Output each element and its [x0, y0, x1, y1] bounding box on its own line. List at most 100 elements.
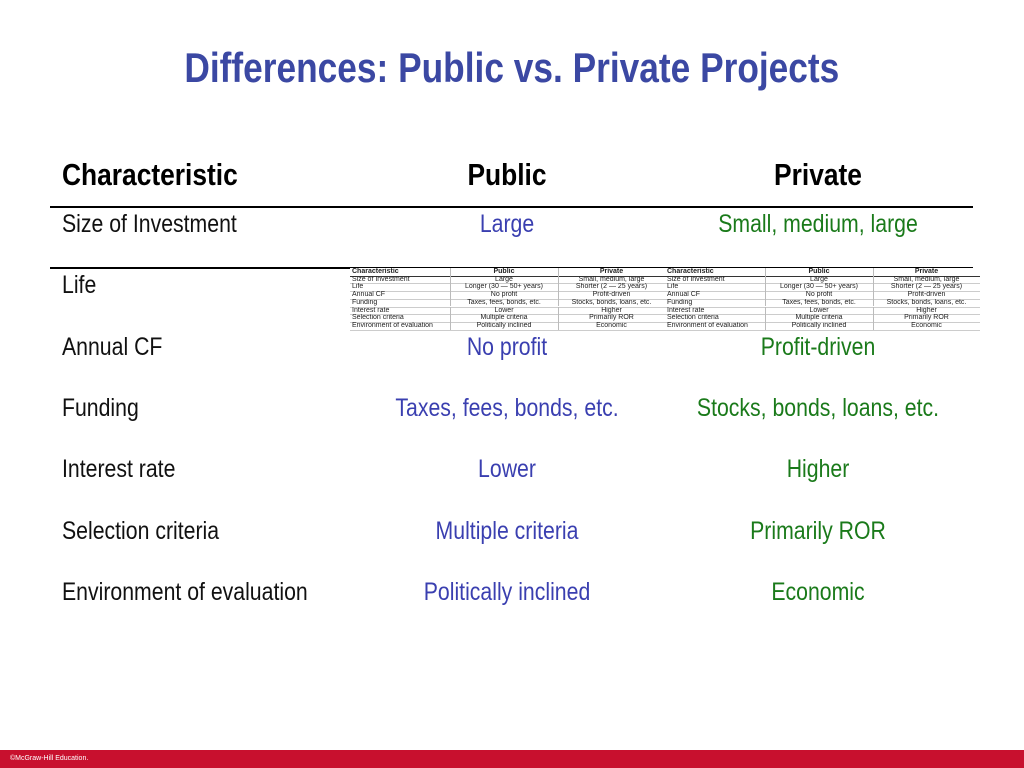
thumb-grid: [350, 298, 665, 300]
thumb-grid: [350, 329, 665, 331]
thumb-cell: Taxes, fees, bonds, etc.: [782, 298, 856, 306]
thumb-grid: [558, 321, 559, 330]
thumb-cell: Funding: [352, 298, 378, 306]
thumb-cell: Lower: [494, 306, 514, 314]
thumb-cell: Profit-driven: [592, 291, 631, 299]
thumb-grid: [665, 298, 980, 300]
header-cell: Characteristic: [62, 157, 238, 192]
thumb-grid: [450, 283, 451, 292]
table-cell: Interest rate: [62, 455, 176, 484]
footer-text: ©McGraw-Hill Education.: [10, 755, 89, 762]
thumb-cell: Shorter (2 — 25 years): [890, 283, 963, 291]
table-cell: Multiple criteria: [435, 516, 579, 545]
thumb-cell: Public: [808, 268, 830, 275]
thumb-cell: Interest rate: [667, 306, 705, 314]
thumb-cell: Characteristic: [352, 268, 399, 275]
thumb-cell: Lower: [809, 306, 829, 314]
thumb-cell: Small, medium, large: [893, 275, 960, 283]
thumb-cell: Primarily ROR: [589, 314, 634, 322]
thumb-grid: [765, 283, 766, 292]
thumb-cell: Life: [667, 283, 679, 291]
thumb-cell: Multiple criteria: [480, 314, 528, 322]
thumb-grid: [765, 275, 766, 284]
table-cell: Lower: [478, 455, 536, 484]
thumb-grid: [350, 283, 665, 285]
thumb-grid: [350, 314, 665, 316]
table-cell: Environment of evaluation: [62, 577, 308, 606]
thumb-cell: Stocks, bonds, loans, etc.: [571, 298, 652, 306]
thumb-grid: [558, 306, 559, 315]
thumb-grid: [873, 268, 874, 276]
thumb-grid: [665, 283, 980, 285]
thumb-grid: [873, 283, 874, 292]
table-cell: Stocks, bonds, loans, etc.: [696, 393, 940, 422]
table-cell: Selection criteria: [62, 516, 220, 545]
header-rule: [50, 206, 973, 208]
table-cell: Politically inclined: [423, 577, 591, 606]
thumb-cell: Selection criteria: [667, 314, 719, 322]
thumb-grid: [558, 314, 559, 322]
thumb-cell: Higher: [601, 306, 622, 314]
thumb-grid: [873, 291, 874, 299]
thumb-cell: Small, medium, large: [578, 275, 645, 283]
thumb-grid: [765, 268, 766, 276]
thumb-cell: Selection criteria: [352, 314, 404, 322]
thumb-cell: Large: [495, 275, 513, 283]
thumb-grid: [765, 306, 766, 315]
table-cell: Life: [62, 271, 97, 300]
thumb-cell: Stocks, bonds, loans, etc.: [886, 298, 967, 306]
table-cell: Annual CF: [62, 332, 163, 361]
thumb-cell: Interest rate: [352, 306, 390, 314]
thumb-cell: Primarily ROR: [904, 314, 949, 322]
thumb-cell: Economic: [596, 321, 627, 329]
thumb-cell: Life: [352, 283, 364, 291]
thumb-grid: [350, 306, 665, 308]
thumb-grid: [665, 306, 980, 308]
thumb-cell: Multiple criteria: [795, 314, 843, 322]
thumb-grid: [450, 268, 451, 276]
thumb-cell: Higher: [916, 306, 937, 314]
thumb-cell: Politically inclined: [476, 321, 532, 329]
thumb-grid: [665, 321, 980, 323]
thumb-grid: [873, 314, 874, 322]
thumb-grid: [350, 275, 665, 277]
thumb-cell: Annual CF: [352, 291, 386, 299]
thumb-grid: [873, 275, 874, 284]
thumb-grid: [665, 314, 980, 316]
thumb-cell: Environment of evaluation: [667, 321, 748, 329]
thumb-cell: Politically inclined: [791, 321, 847, 329]
title-text: Differences: Public vs. Private Projects: [184, 44, 840, 91]
thumb-grid: [450, 306, 451, 315]
thumb-grid: [765, 321, 766, 330]
table-cell: Higher: [786, 455, 850, 484]
table-thumbnail: Characteristic Public Private Size of Inves…: [665, 268, 980, 331]
thumb-grid: [873, 298, 874, 307]
thumb-grid: [665, 275, 980, 277]
thumb-cell: Economic: [911, 321, 942, 329]
thumb-grid: [558, 283, 559, 292]
thumb-grid: [350, 321, 665, 323]
table-cell: Funding: [62, 393, 139, 422]
thumb-cell: Private: [599, 268, 624, 275]
thumb-cell: Shorter (2 — 25 years): [575, 283, 648, 291]
thumb-cell: Taxes, fees, bonds, etc.: [467, 298, 541, 306]
thumb-cell: No profit: [805, 291, 833, 299]
thumb-grid: [558, 291, 559, 299]
thumb-grid: [665, 291, 980, 293]
footer-bar: [0, 750, 1024, 768]
thumb-cell: Large: [810, 275, 828, 283]
thumb-cell: Annual CF: [667, 291, 701, 299]
table-cell: Small, medium, large: [718, 210, 918, 238]
slide-title: Differences: Public vs. Private Projects: [0, 44, 1024, 92]
thumb-cell: Funding: [667, 298, 693, 306]
thumb-cell: Size of Investment: [352, 275, 410, 283]
table-cell: Large: [479, 210, 535, 238]
thumb-cell: Longer (30 — 50+ years): [779, 283, 858, 291]
thumb-grid: [450, 275, 451, 284]
table-thumbnail: Characteristic Public Private Size of Inves…: [350, 268, 665, 331]
thumb-grid: [765, 291, 766, 299]
thumb-cell: Environment of evaluation: [352, 321, 433, 329]
thumb-grid: [450, 314, 451, 322]
thumb-grid: [765, 314, 766, 322]
